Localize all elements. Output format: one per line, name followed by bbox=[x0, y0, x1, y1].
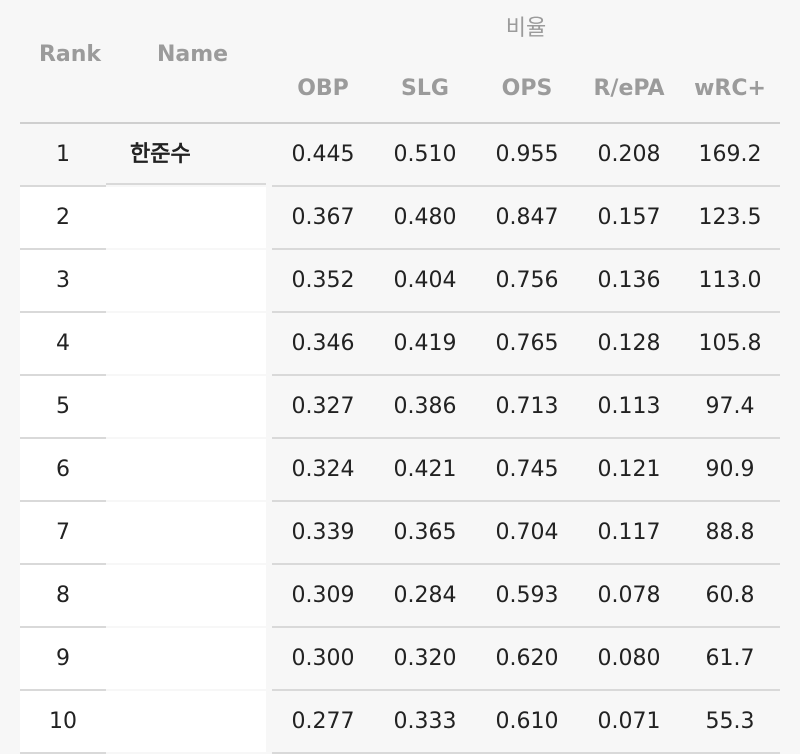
table-row: 2 0.367 0.480 0.847 0.157 123.5 bbox=[0, 187, 800, 250]
wrc-column-header: wRC+ bbox=[694, 76, 766, 101]
obp-cell: 0.445 bbox=[272, 124, 374, 187]
name-cell bbox=[106, 250, 266, 311]
rank-cell: 10 bbox=[20, 691, 106, 754]
obp-cell: 0.346 bbox=[272, 313, 374, 376]
name-cell bbox=[106, 376, 266, 437]
rank-cell: 8 bbox=[20, 565, 106, 628]
repa-cell: 0.157 bbox=[578, 187, 680, 250]
ops-cell: 0.620 bbox=[476, 628, 578, 691]
slg-cell: 0.386 bbox=[374, 376, 476, 439]
repa-cell: 0.071 bbox=[578, 691, 680, 754]
wrc-cell: 61.7 bbox=[680, 628, 780, 691]
obp-cell: 0.367 bbox=[272, 187, 374, 250]
column-group-header: 비율 bbox=[505, 16, 547, 41]
ops-cell: 0.756 bbox=[476, 250, 578, 313]
ops-cell: 0.713 bbox=[476, 376, 578, 439]
name-cell bbox=[106, 439, 266, 500]
wrc-cell: 105.8 bbox=[680, 313, 780, 376]
slg-cell: 0.421 bbox=[374, 439, 476, 502]
repa-column-header: R/ePA bbox=[593, 76, 665, 101]
obp-cell: 0.300 bbox=[272, 628, 374, 691]
obp-cell: 0.339 bbox=[272, 502, 374, 565]
obp-cell: 0.277 bbox=[272, 691, 374, 754]
name-cell bbox=[106, 502, 266, 563]
table-row: 9 0.300 0.320 0.620 0.080 61.7 bbox=[0, 628, 800, 691]
repa-cell: 0.080 bbox=[578, 628, 680, 691]
repa-cell: 0.078 bbox=[578, 565, 680, 628]
rank-cell: 7 bbox=[20, 502, 106, 565]
name-column-header: Name bbox=[156, 42, 229, 67]
table-row: 5 0.327 0.386 0.713 0.113 97.4 bbox=[0, 376, 800, 439]
rank-cell: 4 bbox=[20, 313, 106, 376]
table-row: 3 0.352 0.404 0.756 0.136 113.0 bbox=[0, 250, 800, 313]
name-cell bbox=[106, 565, 266, 626]
ops-cell: 0.593 bbox=[476, 565, 578, 628]
wrc-cell: 97.4 bbox=[680, 376, 780, 439]
obp-cell: 0.324 bbox=[272, 439, 374, 502]
name-cell bbox=[106, 628, 266, 689]
obp-column-header: OBP bbox=[297, 76, 349, 101]
rank-cell: 2 bbox=[20, 187, 106, 250]
slg-cell: 0.404 bbox=[374, 250, 476, 313]
slg-cell: 0.284 bbox=[374, 565, 476, 628]
ops-cell: 0.847 bbox=[476, 187, 578, 250]
wrc-cell: 90.9 bbox=[680, 439, 780, 502]
rank-cell: 9 bbox=[20, 628, 106, 691]
obp-cell: 0.352 bbox=[272, 250, 374, 313]
rank-cell: 1 bbox=[20, 124, 106, 187]
ops-cell: 0.610 bbox=[476, 691, 578, 754]
repa-cell: 0.117 bbox=[578, 502, 680, 565]
slg-cell: 0.333 bbox=[374, 691, 476, 754]
table-row: 1 한준수 0.445 0.510 0.955 0.208 169.2 bbox=[0, 124, 800, 187]
rank-cell: 6 bbox=[20, 439, 106, 502]
table-row: 6 0.324 0.421 0.745 0.121 90.9 bbox=[0, 439, 800, 502]
name-cell bbox=[106, 313, 266, 374]
ops-cell: 0.745 bbox=[476, 439, 578, 502]
slg-cell: 0.480 bbox=[374, 187, 476, 250]
repa-cell: 0.208 bbox=[578, 124, 680, 187]
name-cell bbox=[106, 187, 266, 248]
ops-column-header: OPS bbox=[501, 76, 553, 101]
repa-cell: 0.136 bbox=[578, 250, 680, 313]
wrc-cell: 88.8 bbox=[680, 502, 780, 565]
ops-cell: 0.955 bbox=[476, 124, 578, 187]
repa-cell: 0.128 bbox=[578, 313, 680, 376]
slg-cell: 0.510 bbox=[374, 124, 476, 187]
rank-cell: 5 bbox=[20, 376, 106, 439]
ops-cell: 0.765 bbox=[476, 313, 578, 376]
name-cell: 한준수 bbox=[106, 124, 266, 185]
wrc-cell: 55.3 bbox=[680, 691, 780, 754]
rank-cell: 3 bbox=[20, 250, 106, 313]
slg-cell: 0.419 bbox=[374, 313, 476, 376]
wrc-cell: 169.2 bbox=[680, 124, 780, 187]
table-row: 4 0.346 0.419 0.765 0.128 105.8 bbox=[0, 313, 800, 376]
repa-cell: 0.121 bbox=[578, 439, 680, 502]
table-row: 7 0.339 0.365 0.704 0.117 88.8 bbox=[0, 502, 800, 565]
slg-cell: 0.320 bbox=[374, 628, 476, 691]
obp-cell: 0.327 bbox=[272, 376, 374, 439]
table-row: 10 0.277 0.333 0.610 0.071 55.3 bbox=[0, 691, 800, 754]
slg-column-header: SLG bbox=[401, 76, 449, 101]
table-row: 8 0.309 0.284 0.593 0.078 60.8 bbox=[0, 565, 800, 628]
wrc-cell: 123.5 bbox=[680, 187, 780, 250]
ops-cell: 0.704 bbox=[476, 502, 578, 565]
wrc-cell: 113.0 bbox=[680, 250, 780, 313]
name-cell bbox=[106, 691, 266, 752]
slg-cell: 0.365 bbox=[374, 502, 476, 565]
rank-column-header: Rank bbox=[38, 42, 102, 67]
header-divider bbox=[20, 122, 780, 124]
wrc-cell: 60.8 bbox=[680, 565, 780, 628]
repa-cell: 0.113 bbox=[578, 376, 680, 439]
obp-cell: 0.309 bbox=[272, 565, 374, 628]
